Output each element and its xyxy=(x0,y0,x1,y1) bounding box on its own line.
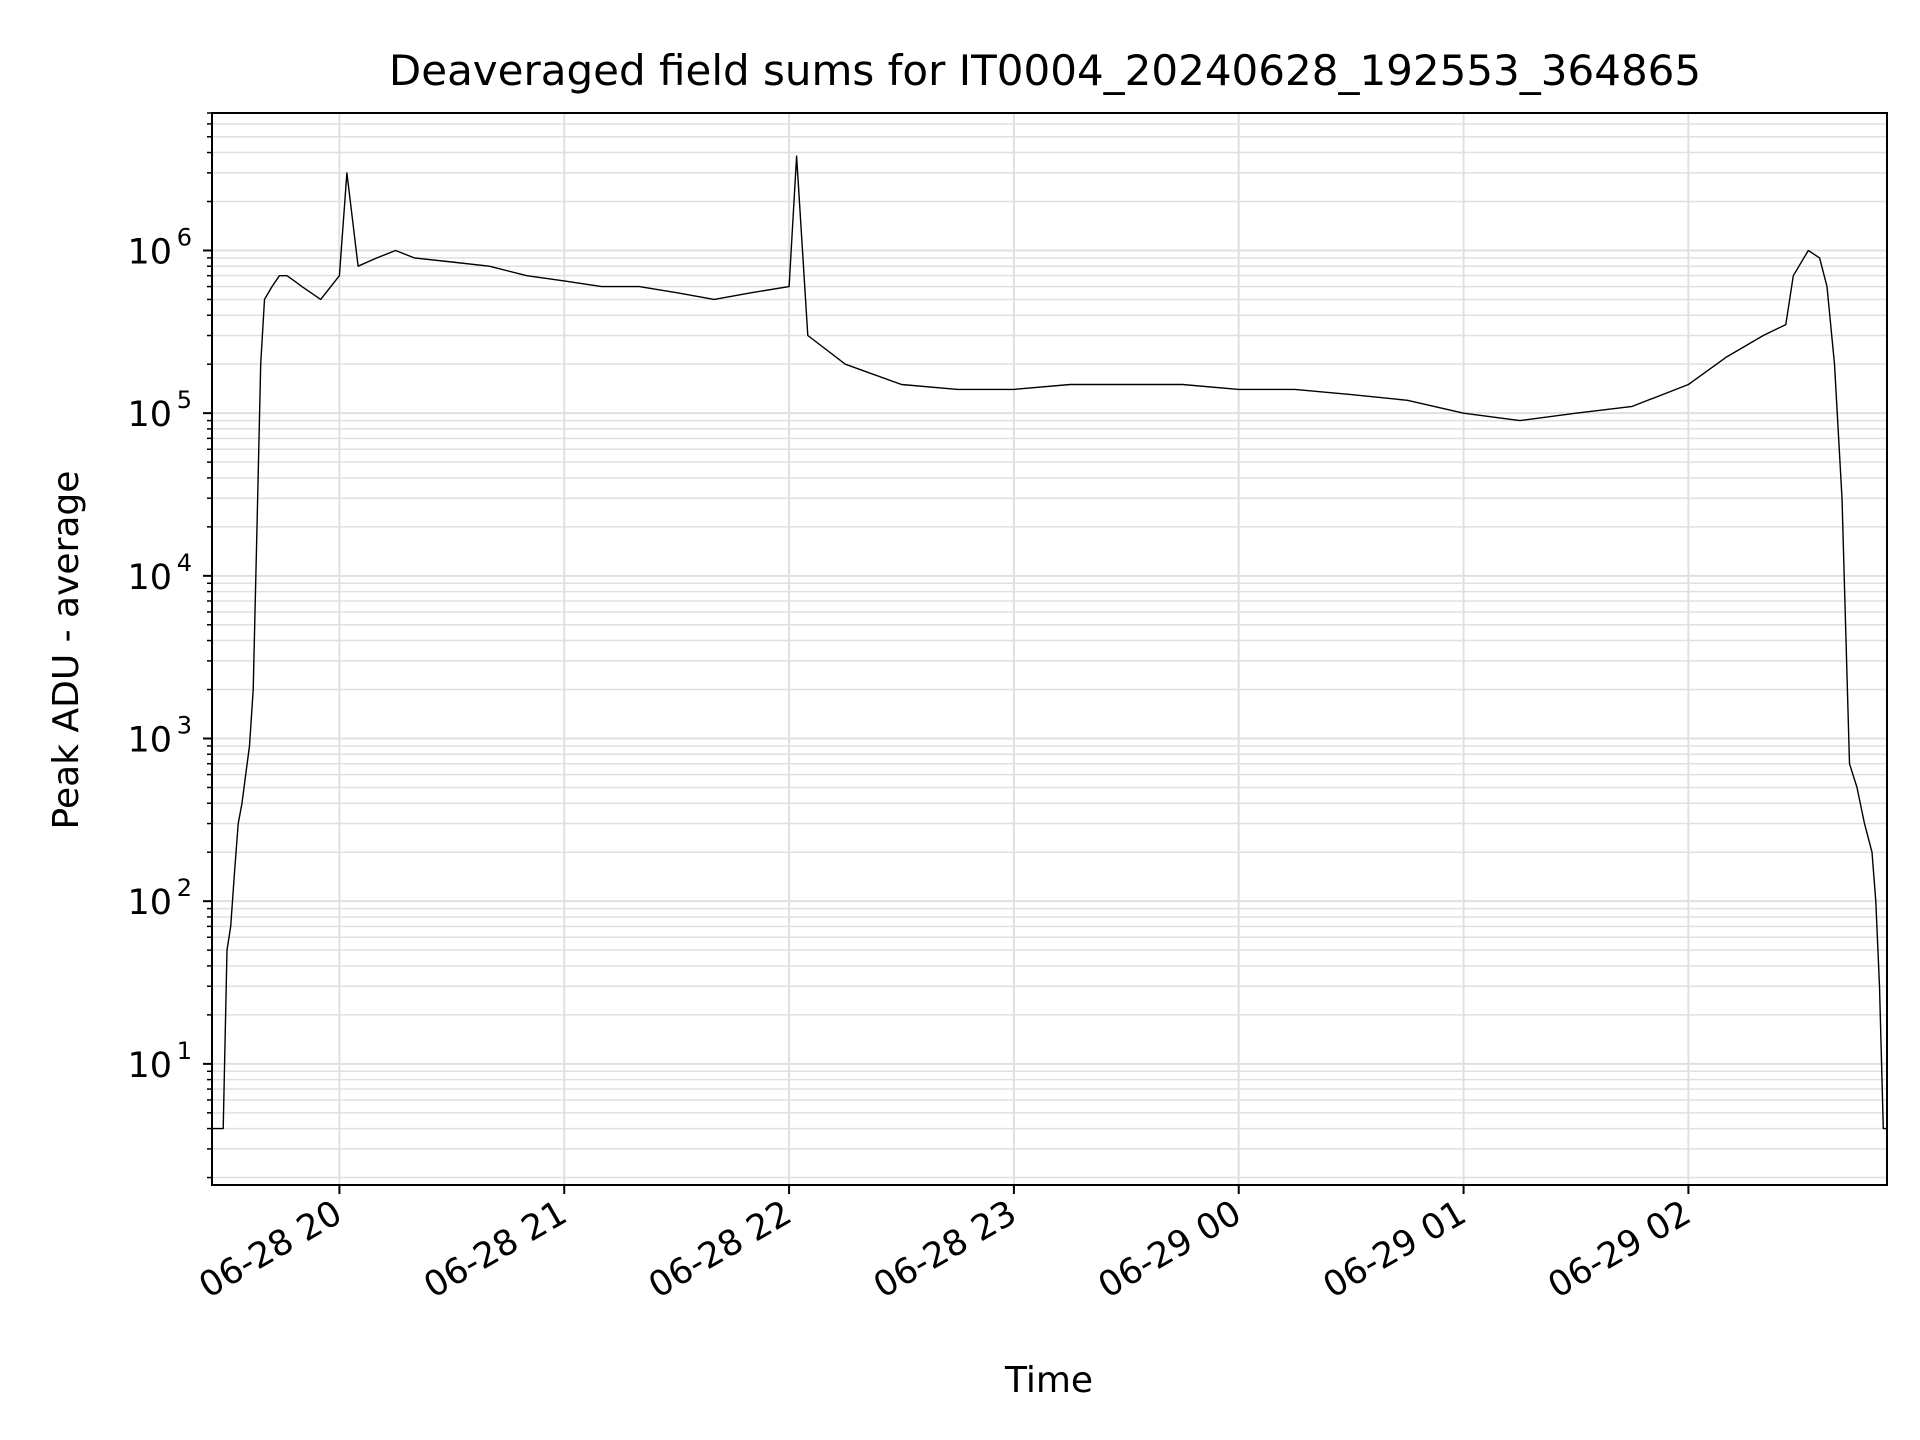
y-tick-base: 10 xyxy=(127,883,172,923)
y-tick-base: 10 xyxy=(127,558,172,598)
chart-title: Deaveraged field sums for IT0004_2024062… xyxy=(389,46,1701,95)
y-tick-label: 10 xyxy=(127,232,172,272)
major-gridlines xyxy=(212,113,1887,1185)
y-tick-label: 10 xyxy=(127,883,172,923)
y-tick-exponent: 2 xyxy=(177,874,192,902)
y-tick-base: 10 xyxy=(127,721,172,761)
minor-gridlines xyxy=(212,112,1887,1179)
y-tick-exponent: 6 xyxy=(177,223,192,251)
y-tick-label: 10 xyxy=(127,395,172,435)
y-tick-exponent: 1 xyxy=(177,1037,192,1065)
y-axis-label: Peak ADU - average xyxy=(46,471,87,830)
y-tick-exponent: 3 xyxy=(177,712,192,740)
y-tick-exponent: 4 xyxy=(177,549,192,577)
y-tick-label: 10 xyxy=(127,558,172,598)
y-tick-base: 10 xyxy=(127,232,172,272)
x-axis-label: Time xyxy=(1004,1360,1093,1401)
y-tick-exponent: 5 xyxy=(177,386,192,414)
plot-frame xyxy=(211,112,1888,1186)
y-tick-base: 10 xyxy=(127,395,172,435)
y-tick-label: 10 xyxy=(127,1046,172,1086)
y-tick-base: 10 xyxy=(127,1046,172,1086)
series-line xyxy=(212,155,1887,1130)
y-tick-label: 10 xyxy=(127,721,172,761)
